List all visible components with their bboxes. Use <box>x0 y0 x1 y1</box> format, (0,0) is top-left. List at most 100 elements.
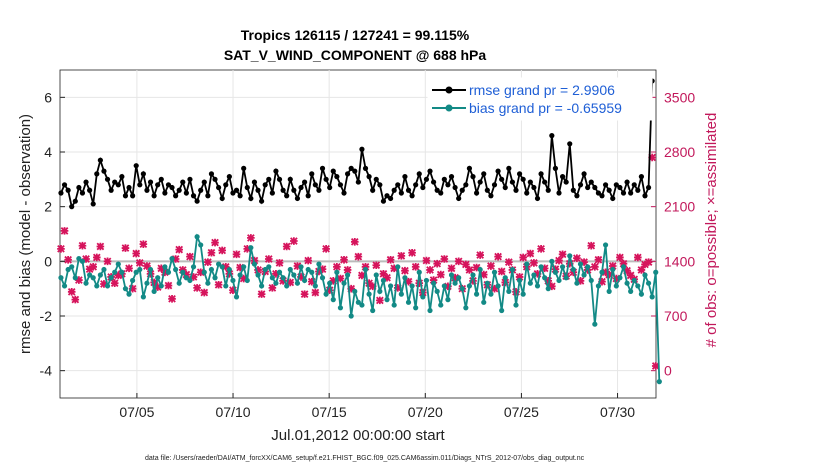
obs-marker <box>268 284 277 292</box>
bias-point <box>513 302 519 308</box>
bias-point <box>563 275 569 281</box>
obs-marker <box>132 249 141 258</box>
bias-point <box>456 275 462 281</box>
y-tick-label: -2 <box>40 308 53 324</box>
obs-marker <box>57 245 65 253</box>
y2-tick-label: 0 <box>664 363 672 379</box>
obs-marker <box>239 274 248 283</box>
rmse-point <box>237 193 243 199</box>
bias-point <box>405 299 412 305</box>
rmse-point <box>452 184 458 191</box>
legend-rmse-label: rmse grand pr = 2.9906 <box>469 82 615 98</box>
rmse-point <box>438 190 444 196</box>
bias-point <box>205 280 211 286</box>
rmse-point <box>470 174 476 180</box>
bias-point <box>276 269 283 275</box>
obs-marker <box>143 262 151 270</box>
rmse-point <box>137 182 143 188</box>
obs-marker <box>626 271 635 280</box>
bias-point <box>341 280 347 286</box>
rmse-point <box>69 204 75 210</box>
bias-point <box>520 291 526 297</box>
bias-point <box>420 294 426 300</box>
bias-point <box>395 264 401 270</box>
rmse-point <box>459 187 465 193</box>
rmse-point <box>61 182 68 188</box>
bias-point <box>94 283 100 289</box>
rmse-point <box>402 174 408 180</box>
obs-marker <box>290 237 298 245</box>
obs-marker <box>78 241 87 250</box>
obs-marker <box>311 288 320 297</box>
obs-marker <box>612 274 621 283</box>
rmse-point <box>552 165 559 171</box>
bias-point <box>162 264 168 270</box>
bias-point <box>438 302 444 308</box>
rmse-point <box>631 182 637 188</box>
bias-point <box>348 313 354 319</box>
bias-point <box>319 275 326 281</box>
rmse-point <box>276 176 283 182</box>
obs-marker <box>354 252 363 261</box>
obs-marker <box>637 266 646 274</box>
rmse-point <box>352 168 358 174</box>
bias-point <box>534 283 541 289</box>
rmse-point <box>72 198 78 204</box>
obs-marker <box>64 255 72 264</box>
obs-marker <box>383 273 391 282</box>
obs-marker <box>451 273 459 282</box>
obs-marker <box>67 287 76 296</box>
rmse-point <box>635 187 641 193</box>
rmse-point <box>212 176 218 182</box>
y-tick-label: 2 <box>44 199 52 215</box>
obs-marker <box>368 282 377 291</box>
rmse-point <box>531 184 537 191</box>
obs-marker <box>490 284 499 293</box>
bias-point <box>516 277 523 284</box>
rmse-point <box>176 187 182 193</box>
obs-marker <box>225 269 234 278</box>
obs-marker <box>555 256 563 265</box>
legend: rmse grand pr = 2.9906 bias grand pr = -… <box>427 77 653 121</box>
obs-marker <box>476 251 485 259</box>
y-axis-ticks: -4 -2 0 2 4 6 <box>40 89 65 379</box>
bias-point <box>248 245 254 251</box>
obs-marker <box>429 276 438 284</box>
rmse-point <box>140 171 146 177</box>
rmse-point <box>491 182 498 188</box>
x-tick-label: 07/15 <box>312 404 347 420</box>
bias-point <box>362 266 369 273</box>
rmse-point <box>65 187 71 193</box>
obs-marker <box>386 255 395 264</box>
obs-marker <box>157 264 166 273</box>
rmse-line <box>60 80 654 209</box>
bias-point <box>241 264 247 270</box>
rmse-point <box>319 165 326 171</box>
obs-marker <box>189 273 198 281</box>
rmse-point <box>151 193 157 199</box>
bias-point <box>309 269 315 275</box>
x-tick-label: 07/25 <box>504 404 539 420</box>
obs-marker <box>558 250 567 259</box>
rmse-point <box>373 176 379 182</box>
rmse-point <box>624 179 630 185</box>
bias-point <box>137 266 143 273</box>
bias-point <box>355 299 361 305</box>
y2-tick-label: 1400 <box>664 253 695 269</box>
bias-point <box>545 286 551 292</box>
bias-point <box>592 321 598 327</box>
rmse-point <box>613 182 619 188</box>
bias-point <box>130 277 136 284</box>
obs-marker <box>422 256 431 265</box>
bias-point <box>251 261 258 267</box>
rmse-point <box>79 190 86 196</box>
rmse-point <box>115 182 121 188</box>
bias-point <box>294 280 301 286</box>
y2-axis-ticks: 0 700 1400 2100 2800 3500 <box>651 89 695 379</box>
bias-point <box>330 297 336 303</box>
rmse-point <box>262 182 268 188</box>
bias-point <box>108 275 114 281</box>
bias-point <box>656 379 662 385</box>
obs-marker <box>318 265 327 273</box>
bias-point <box>79 258 86 264</box>
